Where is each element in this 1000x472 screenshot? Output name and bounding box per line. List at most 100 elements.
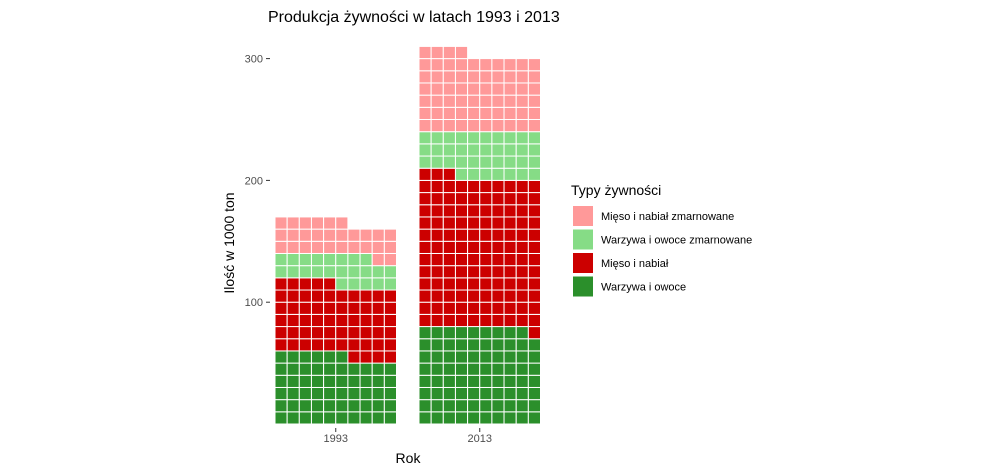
waffle-cell — [274, 289, 288, 303]
waffle-cell — [467, 399, 481, 413]
waffle-cell — [503, 362, 517, 376]
waffle-cell — [527, 252, 541, 267]
waffle-cell — [323, 411, 337, 425]
waffle-cell — [467, 228, 481, 242]
waffle-cell — [298, 338, 312, 352]
waffle-cell — [418, 350, 432, 364]
waffle-cell — [515, 216, 529, 230]
waffle-cell — [479, 143, 493, 157]
waffle-cell — [347, 228, 361, 242]
waffle-cell — [442, 167, 456, 181]
waffle-cell — [467, 240, 481, 254]
waffle-cell — [454, 155, 469, 169]
waffle-cell — [454, 289, 469, 303]
waffle-cell — [515, 167, 529, 181]
waffle-cell — [335, 252, 349, 267]
waffle-cell — [503, 386, 517, 401]
waffle-cell — [479, 350, 493, 364]
waffle-cell — [430, 192, 444, 206]
waffle-cell — [491, 167, 505, 181]
waffle-cell — [442, 362, 456, 376]
waffle-cell — [491, 386, 505, 401]
waffle-cell — [430, 228, 444, 242]
waffle-cell — [454, 167, 469, 181]
bar-1993 — [274, 216, 398, 425]
waffle-cell — [479, 192, 493, 206]
waffle-cell — [371, 313, 385, 328]
waffle-cell — [418, 313, 432, 328]
waffle-cell — [479, 362, 493, 376]
waffle-cell — [286, 265, 300, 279]
y-axis: 100 200 300 — [245, 54, 270, 309]
waffle-cell — [479, 326, 493, 340]
waffle-cell — [491, 252, 505, 267]
waffle-cell — [418, 252, 432, 267]
waffle-cell — [323, 252, 337, 267]
waffle-cell — [335, 350, 349, 364]
waffle-cell — [467, 326, 481, 340]
waffle-cell — [515, 411, 529, 425]
waffle-cell — [527, 167, 541, 181]
waffle-cell — [467, 216, 481, 230]
waffle-cell — [491, 265, 505, 279]
waffle-cell — [383, 350, 398, 364]
waffle-cell — [418, 240, 432, 254]
waffle-cell — [430, 374, 444, 388]
waffle-cell — [479, 155, 493, 169]
waffle-cell — [515, 131, 529, 145]
waffle-cell — [442, 386, 456, 401]
waffle-cell — [371, 374, 385, 388]
waffle-cell — [442, 179, 456, 194]
waffle-cell — [515, 277, 529, 291]
waffle-cell — [286, 289, 300, 303]
waffle-cell — [371, 338, 385, 352]
waffle-cell — [503, 179, 517, 194]
waffle-cell — [503, 313, 517, 328]
waffle-cell — [491, 411, 505, 425]
waffle-cell — [515, 301, 529, 315]
waffle-cell — [527, 70, 541, 84]
waffle-cell — [274, 240, 288, 254]
waffle-cell — [298, 289, 312, 303]
waffle-cell — [418, 155, 432, 169]
waffle-cell — [310, 386, 325, 401]
waffle-cell — [383, 228, 398, 242]
waffle-cell — [442, 240, 456, 254]
waffle-cell — [491, 338, 505, 352]
waffle-cell — [442, 289, 456, 303]
waffle-cell — [527, 143, 541, 157]
waffle-cell — [515, 106, 529, 120]
waffle-cell — [442, 82, 456, 96]
waffle-cell — [479, 228, 493, 242]
waffle-cell — [430, 350, 444, 364]
waffle-cell — [418, 82, 432, 96]
waffle-cell — [274, 313, 288, 328]
waffle-cell — [515, 362, 529, 376]
waffle-cell — [383, 374, 398, 388]
waffle-cell — [298, 228, 312, 242]
waffle-cell — [430, 119, 444, 133]
legend-title: Typy żywności — [571, 182, 661, 198]
waffle-cell — [515, 70, 529, 84]
waffle-cell — [310, 313, 325, 328]
waffle-cell — [310, 338, 325, 352]
waffle-cell — [527, 399, 541, 413]
waffle-cell — [467, 289, 481, 303]
waffle-cell — [527, 216, 541, 230]
waffle-cell — [310, 350, 325, 364]
waffle-cell — [491, 313, 505, 328]
waffle-cell — [527, 179, 541, 194]
waffle-cell — [430, 155, 444, 169]
waffle-cell — [527, 192, 541, 206]
waffle-cell — [274, 265, 288, 279]
waffle-cell — [454, 119, 469, 133]
waffle-cell — [310, 411, 325, 425]
waffle-cell — [359, 362, 373, 376]
waffle-cell — [418, 204, 432, 218]
waffle-cell — [454, 94, 469, 108]
legend-item: Mięso i nabiał — [573, 253, 669, 273]
waffle-cell — [467, 155, 481, 169]
waffle-cell — [515, 192, 529, 206]
waffle-cell — [479, 277, 493, 291]
waffle-cell — [467, 192, 481, 206]
